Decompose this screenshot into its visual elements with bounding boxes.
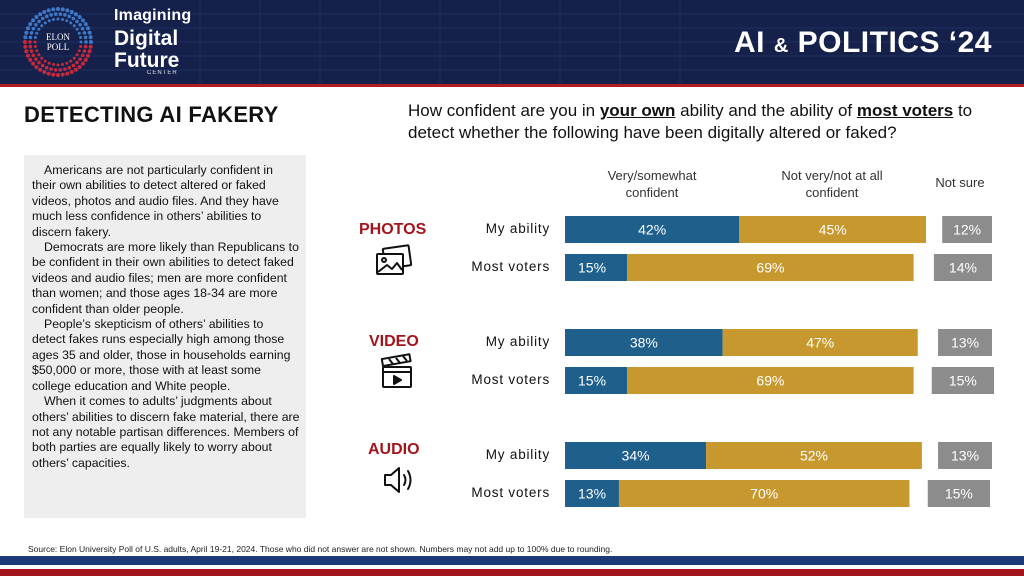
question-emphasis-own: your own — [599, 101, 676, 120]
summary-paragraph: Americans are not particularly confident… — [32, 163, 279, 239]
bar-segment-not-confident — [706, 442, 922, 469]
brand-line-future: Future — [114, 49, 180, 72]
brand-wordmark: Imagining Digital Future CENTER — [114, 7, 192, 77]
bar-segment-not-sure — [938, 442, 992, 469]
bar-segment-confident — [565, 216, 740, 243]
summary-paragraph: When it comes to adults’ judgments about… — [32, 394, 300, 470]
bar-segment-confident — [565, 329, 723, 356]
data-label-confident: 38% — [630, 335, 658, 351]
category-label-audio: AUDIO — [368, 441, 420, 458]
category-label-photos: PHOTOS — [359, 221, 427, 238]
data-label-confident: 15% — [578, 373, 606, 389]
summary-paragraph: Democrats are more likely than Republica… — [32, 240, 299, 316]
data-label-not-sure: 13% — [951, 335, 979, 351]
logo-text-elon: ELON — [46, 32, 70, 42]
bar-segment-confident — [565, 442, 707, 469]
header-divider — [0, 84, 1024, 87]
elon-poll-logo: ELON POLL — [23, 7, 93, 77]
question-text: to detect whether the following have bee… — [408, 101, 973, 142]
bar-segment-not-confident — [627, 367, 914, 394]
footer-bar-red — [0, 569, 1024, 576]
header-title-amp: & — [773, 35, 789, 57]
bar-segment-not-sure — [927, 480, 990, 507]
row-label-most-voters: Most voters — [471, 485, 550, 500]
bar-segment-confident — [565, 367, 628, 394]
question-text: How confident are you in — [408, 101, 600, 120]
row-label-most-voters: Most voters — [471, 259, 550, 274]
column-header-confident: Very/somewhat confident — [607, 168, 697, 200]
data-label-confident: 34% — [622, 448, 650, 464]
bar-segment-not-confident — [722, 329, 918, 356]
data-label-not-sure: 13% — [951, 448, 979, 464]
data-label-confident: 13% — [578, 486, 606, 502]
bar-segment-not-sure — [933, 254, 992, 281]
data-label-not-sure: 15% — [949, 373, 977, 389]
question-emphasis-voters: most voters — [856, 101, 954, 120]
data-label-confident: 42% — [638, 222, 666, 238]
data-label-not-confident: 69% — [756, 373, 784, 389]
data-label-not-confident: 45% — [819, 222, 847, 238]
row-label-my-ability: My ability — [485, 334, 550, 349]
question-text: ability and the ability of — [675, 101, 857, 120]
bar-segment-confident — [565, 480, 619, 507]
header-banner: ELON POLL Imagining Digital Future CENTE… — [0, 0, 1024, 84]
data-label-not-sure: 12% — [953, 222, 981, 238]
bar-segment-not-confident — [618, 480, 910, 507]
header-grid-pattern — [0, 0, 1024, 84]
brand-line-digital: Digital — [114, 27, 179, 50]
brand-line-center: CENTER — [147, 70, 178, 76]
brand-line-imagining: Imagining — [114, 7, 192, 24]
bar-segment-not-sure — [942, 216, 992, 243]
audio-icon — [384, 467, 412, 493]
row-label-my-ability: My ability — [485, 447, 550, 462]
footer-bar-white — [0, 565, 1024, 569]
header-title-ai: AI — [733, 26, 765, 59]
summary-paragraph: People’s skepticism of others’ abilities… — [32, 317, 291, 393]
summary-textbox: Americans are not particularly confident… — [24, 155, 306, 518]
header-title: AI & POLITICS ‘24 — [734, 26, 992, 60]
category-label-video: VIDEO — [369, 333, 419, 350]
data-label-not-confident: 47% — [806, 335, 834, 351]
data-label-not-sure: 15% — [945, 486, 973, 502]
row-label-my-ability: My ability — [485, 221, 550, 236]
column-header-not-sure: Not sure — [935, 175, 985, 190]
bar-segment-confident — [565, 254, 628, 281]
data-label-not-sure: 14% — [949, 260, 977, 276]
bar-segment-not-confident — [739, 216, 927, 243]
data-label-confident: 15% — [578, 260, 606, 276]
section-title: DETECTING AI FAKERY — [24, 102, 279, 127]
source-note: Source: Elon University Poll of U.S. adu… — [28, 544, 613, 554]
bar-segment-not-confident — [627, 254, 914, 281]
footer-bar-blue — [0, 556, 1024, 565]
survey-question: How confident are you in your own abilit… — [408, 100, 1008, 144]
column-header-not-confident: Not very/not at all confident — [781, 168, 883, 200]
bar-segment-not-sure — [938, 329, 992, 356]
logo-text-poll: POLL — [47, 42, 70, 52]
bar-segment-not-sure — [931, 367, 994, 394]
video-icon — [380, 353, 412, 388]
row-label-most-voters: Most voters — [471, 372, 550, 387]
header-title-politics: POLITICS ‘24 — [797, 26, 992, 59]
data-label-not-confident: 69% — [756, 260, 784, 276]
photos-icon — [376, 244, 413, 275]
data-label-not-confident: 70% — [750, 486, 778, 502]
data-label-not-confident: 52% — [800, 448, 828, 464]
